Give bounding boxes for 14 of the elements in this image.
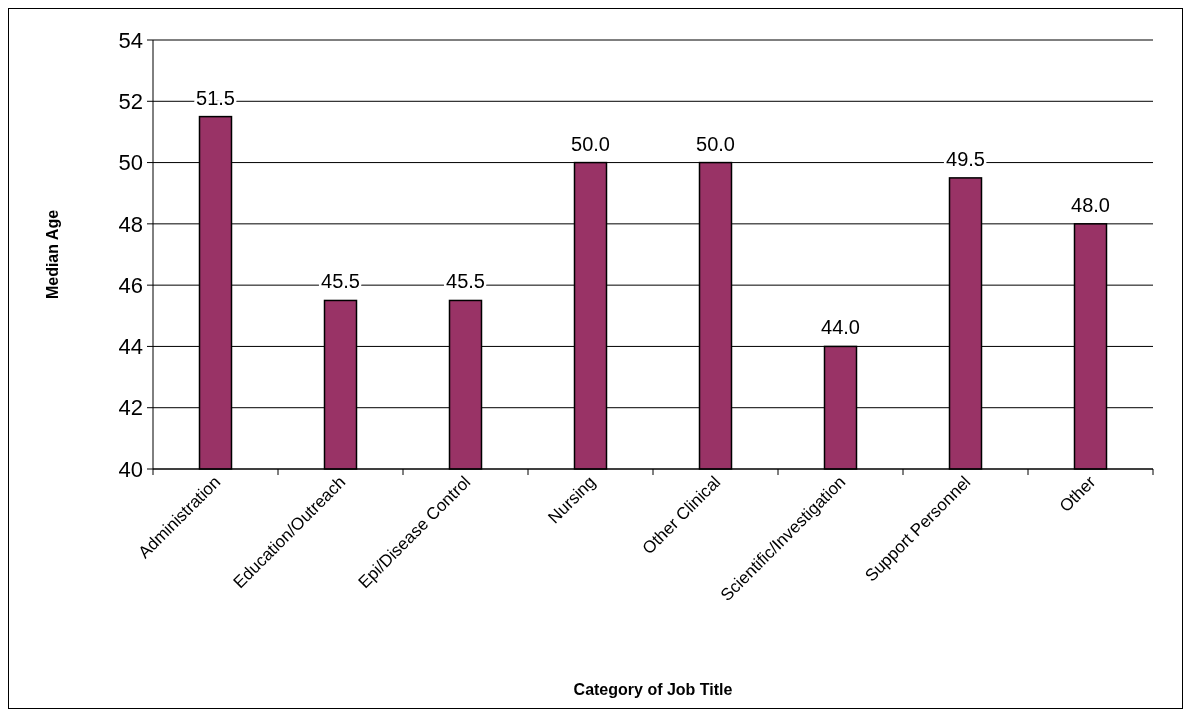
data-label: 48.0 — [1071, 193, 1110, 216]
y-tick-label: 40 — [118, 456, 143, 482]
y-tick-label: 44 — [118, 334, 143, 360]
y-tick-label: 48 — [118, 211, 143, 237]
data-label: 44.0 — [821, 316, 860, 339]
x-axis-title: Category of Job Title — [573, 681, 733, 698]
y-tick-label: 50 — [118, 150, 143, 176]
y-tick-label: 46 — [118, 272, 143, 298]
y-axis-title: Median Age — [44, 209, 61, 300]
y-tick-label: 42 — [118, 395, 143, 421]
data-label: 50.0 — [696, 132, 735, 155]
y-tick-label: 52 — [118, 88, 143, 114]
y-tick-label: 54 — [118, 27, 143, 53]
data-label: 50.0 — [571, 132, 610, 155]
